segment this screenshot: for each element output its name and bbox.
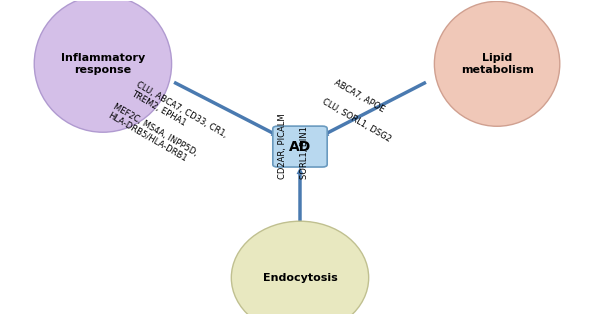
- FancyBboxPatch shape: [273, 126, 327, 167]
- Text: CLU, ABCA7, CD33, CR1,
TREM2, EPHA1: CLU, ABCA7, CD33, CR1, TREM2, EPHA1: [130, 80, 229, 148]
- Ellipse shape: [434, 1, 560, 126]
- Ellipse shape: [232, 221, 368, 315]
- Text: SORL1, BIN1: SORL1, BIN1: [300, 127, 309, 179]
- Ellipse shape: [34, 0, 172, 132]
- Text: AD: AD: [289, 140, 311, 154]
- Text: CLU, SORL1, DSG2: CLU, SORL1, DSG2: [321, 97, 393, 143]
- Text: ABCA7, APOE: ABCA7, APOE: [333, 78, 386, 114]
- Text: Inflammatory
response: Inflammatory response: [61, 53, 145, 75]
- Text: MEF2C, MS4A, INPP5D,
HLA-DRB5/HLA-DRB1: MEF2C, MS4A, INPP5D, HLA-DRB5/HLA-DRB1: [106, 102, 199, 166]
- Text: Lipid
metabolism: Lipid metabolism: [461, 53, 533, 75]
- Text: Endocytosis: Endocytosis: [263, 273, 337, 283]
- Text: CD2AR, PICALM: CD2AR, PICALM: [278, 114, 287, 179]
